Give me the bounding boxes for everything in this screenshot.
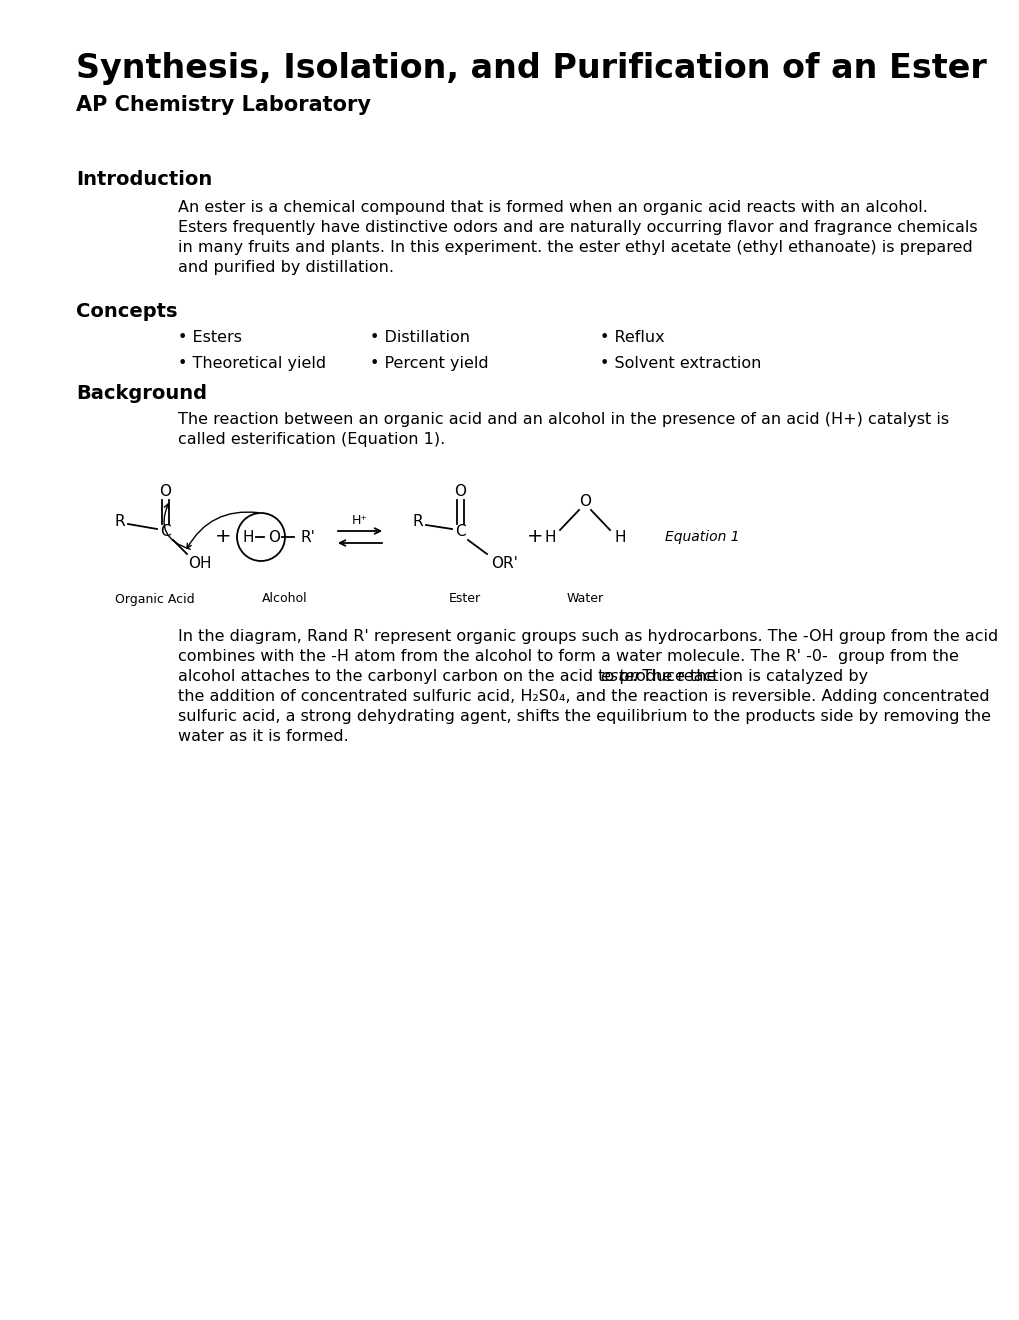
Text: Introduction: Introduction xyxy=(76,170,213,189)
FancyArrowPatch shape xyxy=(164,504,191,549)
Text: Organic Acid: Organic Acid xyxy=(115,593,195,606)
Text: OH: OH xyxy=(189,557,212,572)
Text: water as it is formed.: water as it is formed. xyxy=(178,729,348,744)
Text: O: O xyxy=(579,495,590,510)
Text: +: + xyxy=(526,528,543,546)
Text: ester: ester xyxy=(600,669,641,684)
Text: . The reaction is catalyzed by: . The reaction is catalyzed by xyxy=(632,669,867,684)
Text: and purified by distillation.: and purified by distillation. xyxy=(178,260,394,275)
Text: OR': OR' xyxy=(491,557,518,572)
Text: Concepts: Concepts xyxy=(76,302,178,321)
Text: O: O xyxy=(159,484,171,499)
Text: • Distillation: • Distillation xyxy=(370,330,470,345)
Text: Alcohol: Alcohol xyxy=(262,593,308,606)
Text: • Esters: • Esters xyxy=(178,330,243,345)
Text: H: H xyxy=(243,529,254,544)
Text: Equation 1: Equation 1 xyxy=(664,531,739,544)
Text: C: C xyxy=(454,524,465,540)
FancyArrowPatch shape xyxy=(186,512,258,548)
Text: sulfuric acid, a strong dehydrating agent, shifts the equilibrium to the product: sulfuric acid, a strong dehydrating agen… xyxy=(178,709,990,723)
Text: Background: Background xyxy=(76,384,207,403)
Text: Ester: Ester xyxy=(448,593,481,606)
Text: Esters frequently have distinctive odors and are naturally occurring flavor and : Esters frequently have distinctive odors… xyxy=(178,220,977,235)
Text: O: O xyxy=(268,529,280,544)
Text: In the diagram, Rand R' represent organic groups such as hydrocarbons. The -OH g: In the diagram, Rand R' represent organi… xyxy=(178,630,998,644)
Text: R: R xyxy=(413,515,423,529)
Text: The reaction between an organic acid and an alcohol in the presence of an acid (: The reaction between an organic acid and… xyxy=(178,412,949,426)
Text: AP Chemistry Laboratory: AP Chemistry Laboratory xyxy=(76,95,371,115)
Text: +: + xyxy=(215,528,231,546)
Text: • Theoretical yield: • Theoretical yield xyxy=(178,356,326,371)
Text: R: R xyxy=(114,515,125,529)
Text: • Reflux: • Reflux xyxy=(599,330,664,345)
Text: called esterification (Equation 1).: called esterification (Equation 1). xyxy=(178,432,445,447)
Text: H: H xyxy=(544,529,555,544)
Text: C: C xyxy=(160,524,170,540)
Text: An ester is a chemical compound that is formed when an organic acid reacts with : An ester is a chemical compound that is … xyxy=(178,201,927,215)
Text: H⁺: H⁺ xyxy=(352,515,368,528)
Text: R': R' xyxy=(301,529,315,544)
Text: Water: Water xyxy=(566,593,603,606)
Text: Synthesis, Isolation, and Purification of an Ester: Synthesis, Isolation, and Purification o… xyxy=(76,51,986,84)
Text: • Percent yield: • Percent yield xyxy=(370,356,488,371)
Text: • Solvent extraction: • Solvent extraction xyxy=(599,356,760,371)
Text: in many fruits and plants. In this experiment. the ester ethyl acetate (ethyl et: in many fruits and plants. In this exper… xyxy=(178,240,972,255)
Text: combines with the -H atom from the alcohol to form a water molecule. The R' -0- : combines with the -H atom from the alcoh… xyxy=(178,649,959,664)
Text: alcohol attaches to the carbonyl carbon on the acid to produce the: alcohol attaches to the carbonyl carbon … xyxy=(178,669,721,684)
Text: O: O xyxy=(453,484,466,499)
Text: H: H xyxy=(613,529,625,544)
Text: the addition of concentrated sulfuric acid, H₂S0₄, and the reaction is reversibl: the addition of concentrated sulfuric ac… xyxy=(178,689,989,704)
